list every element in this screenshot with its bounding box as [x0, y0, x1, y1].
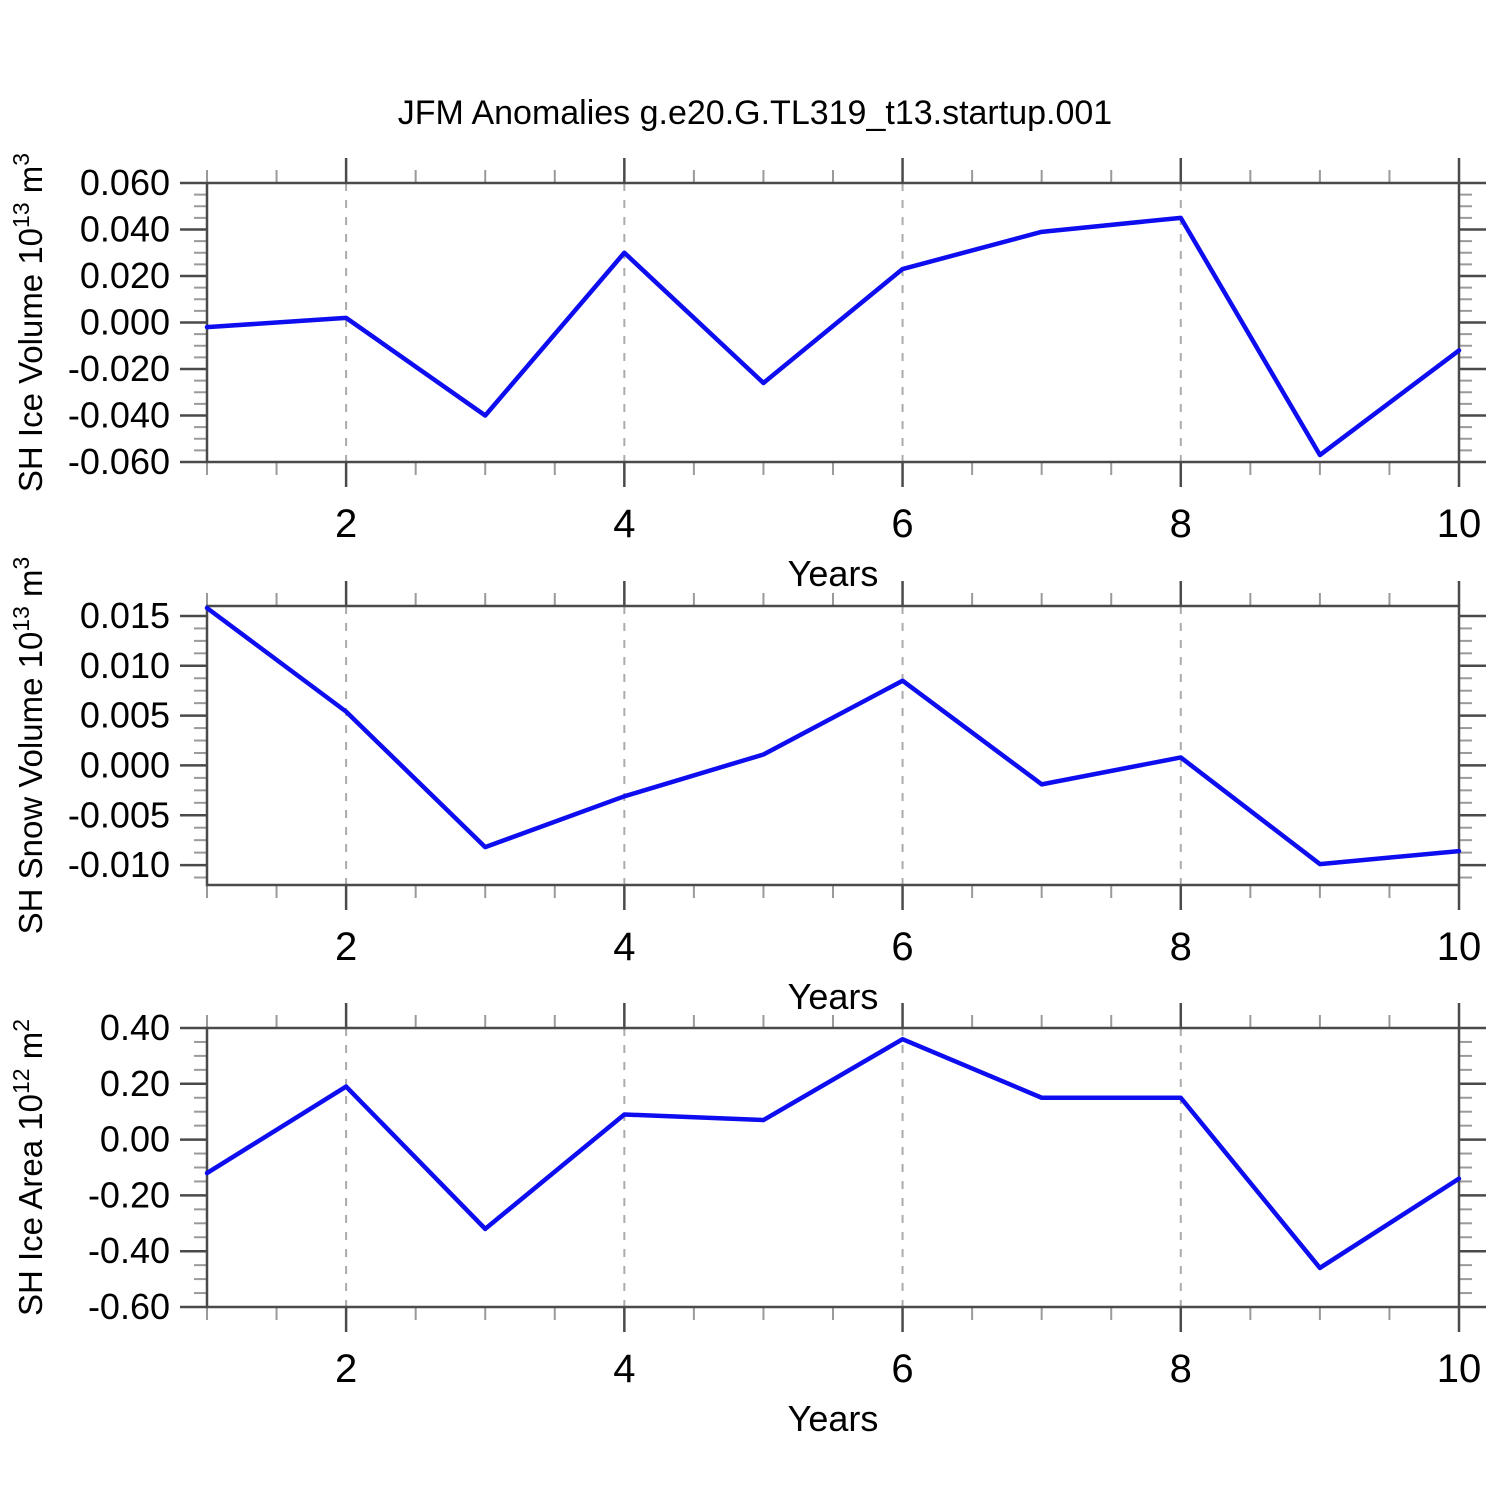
y-tick-label: -0.40 [88, 1230, 170, 1271]
data-line [204, 605, 1462, 867]
x-tick-label: 6 [891, 502, 913, 546]
y-tick-label: 0.40 [100, 1007, 170, 1048]
x-tick-label: 2 [335, 1347, 357, 1391]
x-ticks [206, 581, 1461, 910]
x-tick-label: 2 [335, 502, 357, 546]
y-axis-title: SH Snow Volume 1013 m3 [8, 557, 49, 935]
y-tick-label: 0.000 [80, 302, 170, 343]
x-tick-label: 6 [891, 925, 913, 969]
x-ticks [206, 1003, 1461, 1332]
plot-frame [205, 604, 1461, 887]
x-tick-label: 10 [1437, 925, 1482, 969]
x-tick-labels: 2 4 6 8 10 [335, 1347, 1481, 1391]
x-tick-labels: 2 4 6 8 10 [335, 502, 1481, 546]
data-line [204, 215, 1462, 458]
plot-frame [205, 181, 1461, 464]
y-tick-label: 0.010 [80, 645, 170, 686]
y-tick-label: 0.040 [80, 209, 170, 250]
y-tick-label: -0.60 [88, 1286, 170, 1327]
figure-title: JFM Anomalies g.e20.G.TL319_t13.startup.… [398, 94, 1112, 132]
gridlines-group [345, 606, 1182, 885]
y-tick-label: 0.005 [80, 695, 170, 736]
plot-frame [205, 1026, 1461, 1309]
y-tick-label: -0.20 [88, 1174, 170, 1215]
y-ticks [180, 181, 1486, 464]
x-tick-labels: 2 4 6 8 10 [335, 925, 1481, 969]
x-tick-label: 10 [1437, 1347, 1482, 1391]
x-axis-title: Years [788, 1398, 879, 1439]
data-line [204, 1036, 1462, 1271]
y-ticks [180, 1026, 1486, 1309]
x-tick-label: 4 [613, 1347, 635, 1391]
panel-2: 0.015 0.010 0.005 0.000 -0.005 -0.010 2 4 6 8 10 Ye… [8, 557, 1486, 1017]
panels-group: 0.060 0.040 0.020 0.000 -0.020 -0.040 -0.060 2 4… [8, 153, 1486, 1439]
y-tick-label: -0.060 [68, 441, 170, 482]
y-tick-label: -0.040 [68, 395, 170, 436]
y-tick-label: 0.060 [80, 162, 170, 203]
x-tick-label: 4 [613, 502, 635, 546]
panel-1: 0.060 0.040 0.020 0.000 -0.020 -0.040 -0.060 2 4… [8, 153, 1486, 594]
x-axis-title: Years [788, 553, 879, 594]
x-tick-label: 4 [613, 925, 635, 969]
y-tick-label: -0.005 [68, 794, 170, 835]
gridlines-group [345, 183, 1182, 462]
y-tick-label: 0.00 [100, 1119, 170, 1160]
y-ticks [180, 614, 1486, 879]
y-tick-label: -0.020 [68, 348, 170, 389]
x-tick-label: 6 [891, 1347, 913, 1391]
x-axis-title: Years [788, 976, 879, 1017]
y-tick-label: 0.000 [80, 744, 170, 785]
y-axis-title: SH Ice Volume 1013 m3 [8, 153, 49, 492]
y-tick-labels: 0.40 0.20 0.00 -0.20 -0.40 -0.60 [88, 1007, 170, 1327]
y-tick-label: 0.020 [80, 255, 170, 296]
x-tick-label: 10 [1437, 502, 1482, 546]
y-tick-label: -0.010 [68, 844, 170, 885]
y-tick-labels: 0.060 0.040 0.020 0.000 -0.020 -0.040 -0.060 [68, 162, 170, 482]
panel-3: 0.40 0.20 0.00 -0.20 -0.40 -0.60 2 4 6 8 10 Years SH… [8, 1003, 1486, 1439]
gridlines-group [345, 1028, 1182, 1307]
y-tick-labels: 0.015 0.010 0.005 0.000 -0.005 -0.010 [68, 595, 170, 885]
x-ticks [206, 158, 1461, 487]
x-tick-label: 8 [1170, 925, 1192, 969]
x-tick-label: 8 [1170, 1347, 1192, 1391]
y-tick-label: 0.20 [100, 1063, 170, 1104]
x-tick-label: 2 [335, 925, 357, 969]
y-tick-label: 0.015 [80, 595, 170, 636]
x-tick-label: 8 [1170, 502, 1192, 546]
y-axis-title: SH Ice Area 1012 m2 [8, 1019, 49, 1316]
